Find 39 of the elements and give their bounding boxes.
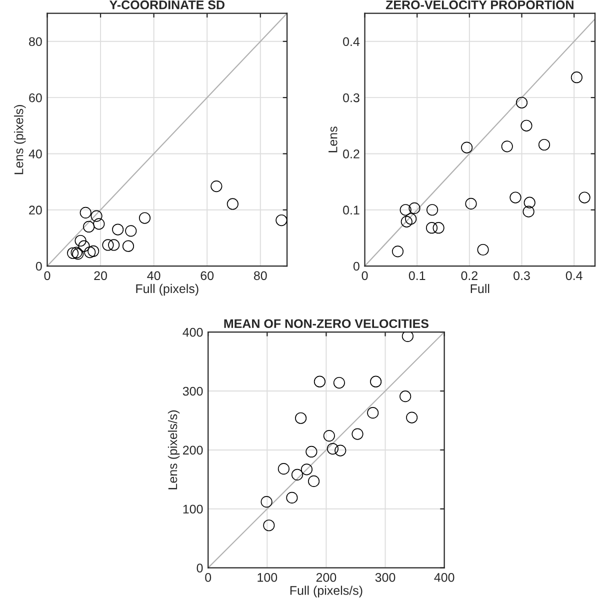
x-tick-label: 80	[254, 271, 267, 280]
x-tick-label: 40	[147, 271, 160, 280]
x-tick-label: 20	[94, 271, 107, 280]
x-tick-label: 0.2	[461, 271, 478, 280]
x-tick-label: 200	[316, 573, 336, 582]
y-tick-label: 0.1	[343, 206, 360, 215]
x-tick-label: 400	[434, 573, 454, 582]
y-tick-label: 60	[29, 93, 42, 102]
y-axis-title: Lens (pixels)	[14, 105, 26, 174]
y-tick-label: 0	[353, 262, 360, 271]
chart-title: Y-COORDINATE SD	[109, 0, 224, 10]
y-tick-label: 80	[29, 37, 42, 46]
y-tick-label: 400	[182, 328, 203, 337]
y-tick-label: 0.3	[343, 93, 360, 102]
x-tick-label: 100	[258, 573, 278, 582]
x-tick-label: 0	[205, 573, 212, 582]
x-tick-label: 0.4	[566, 271, 582, 280]
y-axis-title: Lens	[328, 126, 338, 152]
x-axis-title: Full (pixels/s)	[290, 586, 362, 598]
y-tick-label: 0	[196, 564, 203, 572]
y-tick-label: 0	[36, 262, 42, 271]
x-tick-label: 60	[200, 271, 214, 280]
chart-title: ZERO-VELOCITY PROPORTION	[386, 0, 574, 10]
x-axis-title: Full	[470, 284, 490, 294]
chart-title: MEAN OF NON-ZERO VELOCITIES	[224, 319, 428, 328]
y-tick-label: 100	[183, 504, 203, 514]
x-tick-label: 0	[362, 271, 368, 280]
y-tick-label: 200	[183, 446, 203, 455]
y-axis-title: Lens (pixels/s)	[168, 410, 180, 490]
y-tick-label: 0.4	[343, 37, 360, 46]
x-tick-label: 0	[44, 271, 50, 280]
x-tick-label: 0.1	[408, 271, 426, 280]
y-tick-label: 40	[28, 150, 42, 158]
x-tick-label: 300	[375, 573, 396, 582]
y-tick-label: 20	[29, 206, 42, 215]
x-tick-label: 0.3	[514, 271, 530, 280]
y-tick-label: 300	[182, 386, 203, 396]
x-axis-title: Full (pixels)	[136, 284, 198, 296]
y-tick-label: 0.2	[343, 150, 360, 158]
